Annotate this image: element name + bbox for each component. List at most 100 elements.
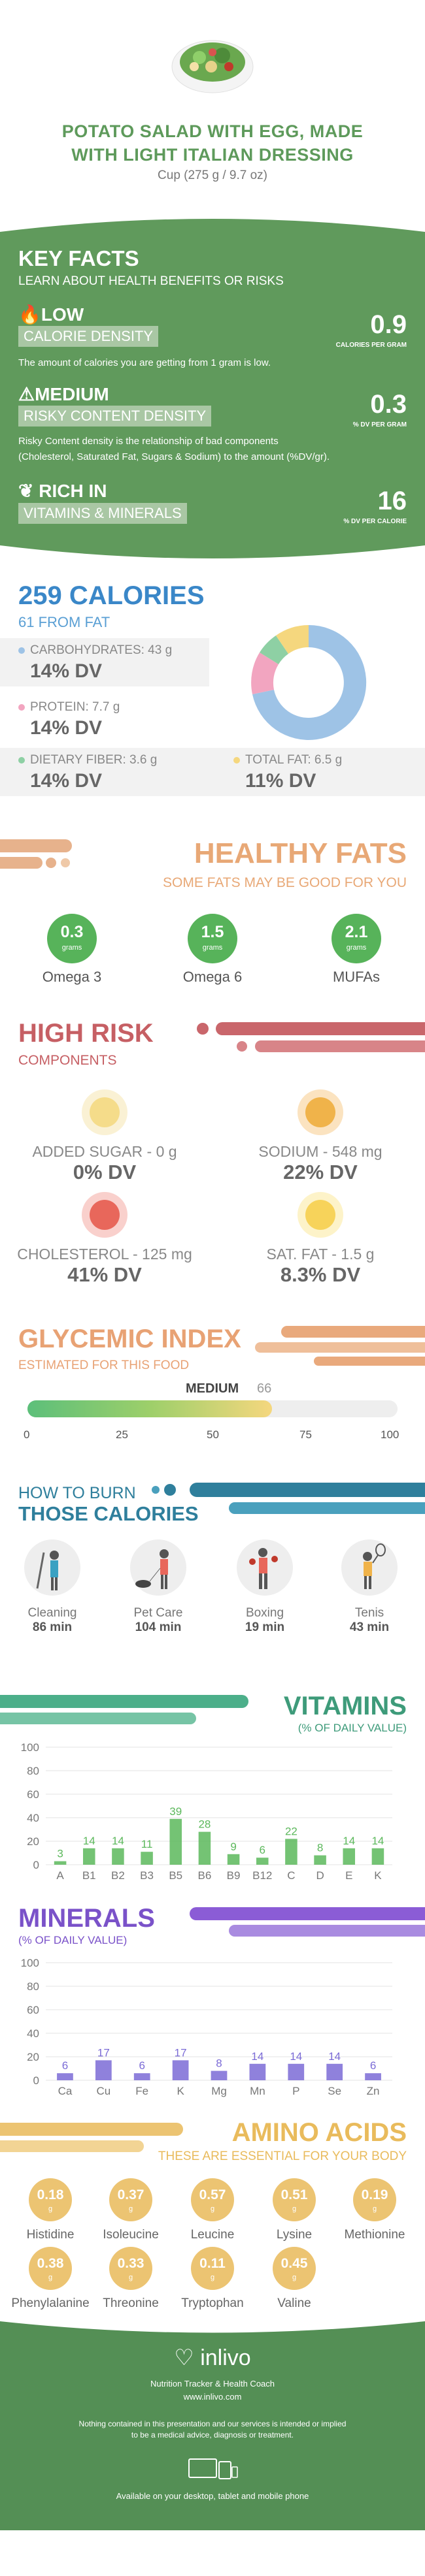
mineral-category-label: Fe bbox=[135, 2085, 148, 2097]
mineral-value-label: 14 bbox=[251, 2050, 264, 2063]
mineral-value-label: 14 bbox=[328, 2050, 341, 2063]
mineral-category-label: P bbox=[292, 2085, 299, 2097]
vitamin-value-label: 28 bbox=[198, 1818, 211, 1831]
fat-omega-3-name: Omega 3 bbox=[42, 969, 102, 985]
burn-title-1: HOW TO BURN bbox=[18, 1484, 136, 1502]
grin-face-icon bbox=[82, 1089, 128, 1135]
vitamin-bar bbox=[169, 1818, 182, 1865]
vitamin-bar bbox=[285, 1839, 298, 1865]
fat-mufas-value: 2.1 bbox=[345, 923, 368, 941]
mineral-category-label: Mn bbox=[250, 2085, 265, 2097]
gi-tick-0: 0 bbox=[24, 1428, 30, 1441]
title-line-1: POTATO SALAD WITH EGG, MADE bbox=[61, 121, 364, 141]
fats-decor-left bbox=[0, 839, 72, 869]
protein-dot bbox=[18, 704, 25, 711]
vitamin-category-label: D bbox=[316, 1869, 324, 1882]
amino-leucine: 0.57 g Leucine bbox=[173, 2178, 252, 2242]
donut-protein-slice bbox=[251, 652, 279, 694]
amino-valine-unit: g bbox=[292, 2274, 297, 2281]
amino-isoleucine-unit: g bbox=[128, 2205, 133, 2213]
mineral-category-label: Se bbox=[328, 2085, 341, 2097]
amino-isoleucine-value: 0.37 bbox=[117, 2187, 144, 2202]
risky-density-text-2: (Cholesterol, Saturated Fat, Sugars & So… bbox=[18, 451, 330, 462]
amino-threonine-unit: g bbox=[128, 2274, 133, 2281]
amino-methionine-circle: 0.19 g bbox=[353, 2178, 396, 2221]
footer: ♡ inlivo Nutrition Tracker & Health Coac… bbox=[0, 2315, 425, 2530]
gi-tick-75: 75 bbox=[299, 1428, 312, 1441]
risky-level-text: MEDIUM bbox=[35, 384, 109, 404]
amino-valine-name: Valine bbox=[277, 2296, 311, 2310]
sad-face-icon bbox=[82, 1192, 128, 1238]
brand-name: inlivo bbox=[200, 2345, 251, 2370]
footer-url[interactable]: www.inlivo.com bbox=[183, 2392, 242, 2402]
carbs-dv: 14% DV bbox=[30, 660, 103, 682]
mineral-category-label: Ca bbox=[58, 2085, 73, 2097]
vitamin-bar bbox=[82, 1848, 95, 1865]
vitamin-category-label: B2 bbox=[111, 1869, 125, 1882]
mineral-value-label: 17 bbox=[175, 2046, 187, 2059]
mineral-value-label: 14 bbox=[290, 2050, 302, 2063]
amino-lysine-unit: g bbox=[292, 2205, 297, 2213]
vitamins-value: 16 bbox=[377, 487, 407, 515]
amino-tryptophan-circle: 0.11 g bbox=[191, 2247, 234, 2290]
leaf-icon: ❦ bbox=[18, 481, 34, 501]
risky-density-unit: % DV PER GRAM bbox=[352, 421, 407, 428]
activity-cleaning: Cleaning 86 min bbox=[10, 1539, 95, 1635]
amino-phenylalanine-circle: 0.38 g bbox=[29, 2247, 72, 2290]
amino-threonine-value: 0.33 bbox=[117, 2256, 144, 2271]
risk-added-sugar-label: ADDED SUGAR - 0 g bbox=[32, 1143, 177, 1160]
amino-histidine-circle: 0.18 g bbox=[29, 2178, 72, 2221]
risk-added-sugar-dv: 0% DV bbox=[73, 1161, 137, 1183]
flame-icon: 🔥 bbox=[18, 304, 41, 325]
vitamin-value-label: 14 bbox=[371, 1835, 384, 1847]
mineral-bar bbox=[172, 2060, 189, 2080]
calorie-level: 🔥LOW bbox=[18, 304, 84, 325]
vitamin-bar bbox=[198, 1831, 211, 1865]
gi-tick-100: 100 bbox=[381, 1428, 400, 1441]
fat-omega-3-circle: 0.3 grams bbox=[47, 914, 97, 963]
mineral-ytick-label: 80 bbox=[27, 1980, 39, 1993]
boxing-icon bbox=[237, 1539, 293, 1596]
vitamin-category-label: B3 bbox=[140, 1869, 154, 1882]
fat-omega-6-circle: 1.5 grams bbox=[188, 914, 237, 963]
activity-tennis-minutes: 43 min bbox=[349, 1620, 390, 1634]
fiber-dot bbox=[18, 757, 25, 764]
vitamin-bar bbox=[227, 1854, 240, 1865]
fiber-label-text: DIETARY FIBER: 3.6 g bbox=[30, 753, 158, 767]
amino-isoleucine-name: Isoleucine bbox=[103, 2228, 159, 2242]
devices-icon bbox=[188, 2458, 238, 2479]
salad-bowl-icon bbox=[171, 40, 254, 93]
key-facts-subtitle: LEARN ABOUT HEALTH BENEFITS OR RISKS bbox=[18, 274, 284, 288]
vitamin-value-label: 6 bbox=[260, 1844, 265, 1856]
vitamin-category-label: B9 bbox=[227, 1869, 241, 1882]
activity-pet-care: Pet Care 104 min bbox=[116, 1539, 201, 1635]
risk-sodium-dv: 22% DV bbox=[283, 1161, 358, 1183]
vitamin-ytick-label: 60 bbox=[27, 1788, 39, 1801]
calories-section: 259 CALORIES 61 FROM FAT CARBOHYDRATES: … bbox=[0, 565, 425, 823]
activity-boxing-minutes: 19 min bbox=[245, 1620, 285, 1634]
burn-title-2: THOSE CALORIES bbox=[18, 1502, 199, 1525]
amino-lysine-value: 0.51 bbox=[280, 2187, 308, 2202]
amino-phenylalanine-name: Phenylalanine bbox=[11, 2296, 90, 2310]
protein-label-text: PROTEIN: 7.7 g bbox=[30, 700, 120, 714]
amino-lysine-name: Lysine bbox=[276, 2228, 313, 2242]
macro-donut-chart bbox=[251, 624, 367, 740]
amino-threonine: 0.33 g Threonine bbox=[92, 2247, 170, 2311]
mineral-bar bbox=[133, 2073, 150, 2080]
vitamin-bar bbox=[371, 1848, 384, 1865]
mineral-bar bbox=[249, 2063, 266, 2080]
risk-decor-right bbox=[197, 1022, 425, 1052]
vitamin-value-label: 11 bbox=[141, 1838, 153, 1850]
vitamin-bar bbox=[112, 1848, 124, 1865]
amino-threonine-circle: 0.33 g bbox=[109, 2247, 152, 2290]
calorie-density-tag: CALORIE DENSITY bbox=[18, 326, 159, 347]
warning-icon: ⚠ bbox=[18, 384, 35, 404]
fat-mufas-name: MUFAs bbox=[332, 969, 381, 985]
title-line-2: WITH LIGHT ITALIAN DRESSING bbox=[71, 145, 354, 165]
vitamins-minerals-tag: VITAMINS & MINERALS bbox=[18, 503, 187, 524]
glycemic-title: GLYCEMIC INDEX bbox=[18, 1325, 241, 1353]
mineral-category-label: Mg bbox=[211, 2085, 227, 2097]
vitamin-category-label: E bbox=[345, 1869, 352, 1882]
smile-face-icon bbox=[298, 1089, 343, 1135]
gi-decor-right bbox=[255, 1326, 425, 1366]
